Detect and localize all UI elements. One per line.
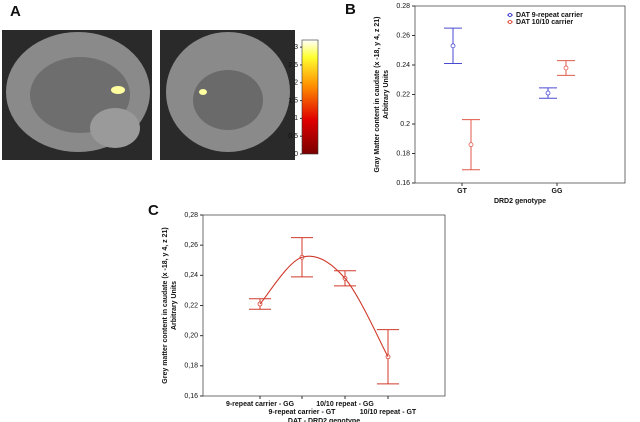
colorbar-tick-label: 0 bbox=[294, 151, 298, 158]
y-axis-units: Arbitrary Units bbox=[383, 70, 390, 119]
y-tick-label: 0.22 bbox=[396, 91, 410, 98]
y-tick-label: 0,20 bbox=[184, 333, 198, 340]
x-tick-label: GG bbox=[552, 188, 563, 195]
colorbar-tick-label: 2.5 bbox=[288, 62, 298, 69]
x-axis-label: DRD2 genotype bbox=[494, 198, 546, 205]
x-tick-label: 9-repeat carrier - GG bbox=[226, 401, 295, 408]
brain-sagittal bbox=[2, 30, 152, 160]
point bbox=[563, 65, 569, 71]
legend-label: DAT 9-repeat carrier bbox=[516, 12, 583, 19]
y-axis-label: Gray Matter content in caudate (x -18, y… bbox=[374, 17, 381, 173]
y-tick-label: 0.18 bbox=[396, 150, 410, 157]
x-axis-label: DAT - DRD2 genotype bbox=[288, 418, 360, 422]
y-axis-label: Grey matter content in caudate (x -18, y… bbox=[162, 227, 169, 383]
y-tick-label: 0.16 bbox=[396, 180, 410, 187]
y-tick-label: 0.2 bbox=[400, 121, 410, 128]
legend-marker bbox=[507, 19, 513, 25]
point bbox=[468, 142, 474, 148]
plot-frame bbox=[414, 5, 626, 184]
point bbox=[450, 43, 456, 49]
y-tick-label: 0.24 bbox=[396, 62, 410, 69]
x-tick-label: 10/10 repeat - GT bbox=[360, 409, 417, 416]
plot-frame bbox=[202, 214, 446, 397]
legend-label: DAT 10/10 carrier bbox=[516, 19, 573, 26]
legend-marker bbox=[507, 12, 513, 18]
x-tick-label: 10/10 repeat - GG bbox=[316, 401, 374, 408]
y-tick-label: 0.26 bbox=[396, 32, 410, 39]
colorbar-tick-label: 2 bbox=[294, 80, 298, 87]
panel-label: A bbox=[10, 3, 21, 20]
fit-curve bbox=[259, 255, 389, 358]
y-tick-label: 0,22 bbox=[184, 302, 198, 309]
colorbar-tick-label: 0.5 bbox=[288, 133, 298, 140]
point bbox=[545, 90, 551, 96]
y-axis-units: Arbitrary Units bbox=[171, 281, 178, 330]
x-tick-label: GT bbox=[457, 188, 467, 195]
colorbar bbox=[301, 39, 319, 155]
y-tick-label: 0,24 bbox=[184, 272, 198, 279]
y-tick-label: 0,26 bbox=[184, 242, 198, 249]
y-tick-label: 0,28 bbox=[184, 212, 198, 219]
y-tick-label: 0,18 bbox=[184, 363, 198, 370]
y-tick-label: 0.28 bbox=[396, 3, 410, 10]
colorbar-tick-label: 1 bbox=[294, 115, 298, 122]
colorbar-tick-label: 3 bbox=[294, 44, 298, 51]
x-tick-label: 9-repeat carrier - GT bbox=[269, 409, 337, 416]
y-tick-label: 0,16 bbox=[184, 393, 198, 400]
panel-label: C bbox=[148, 202, 159, 219]
colorbar-tick-label: 1.5 bbox=[288, 97, 298, 104]
panel-label: B bbox=[345, 1, 356, 18]
brain-coronal bbox=[160, 30, 295, 160]
